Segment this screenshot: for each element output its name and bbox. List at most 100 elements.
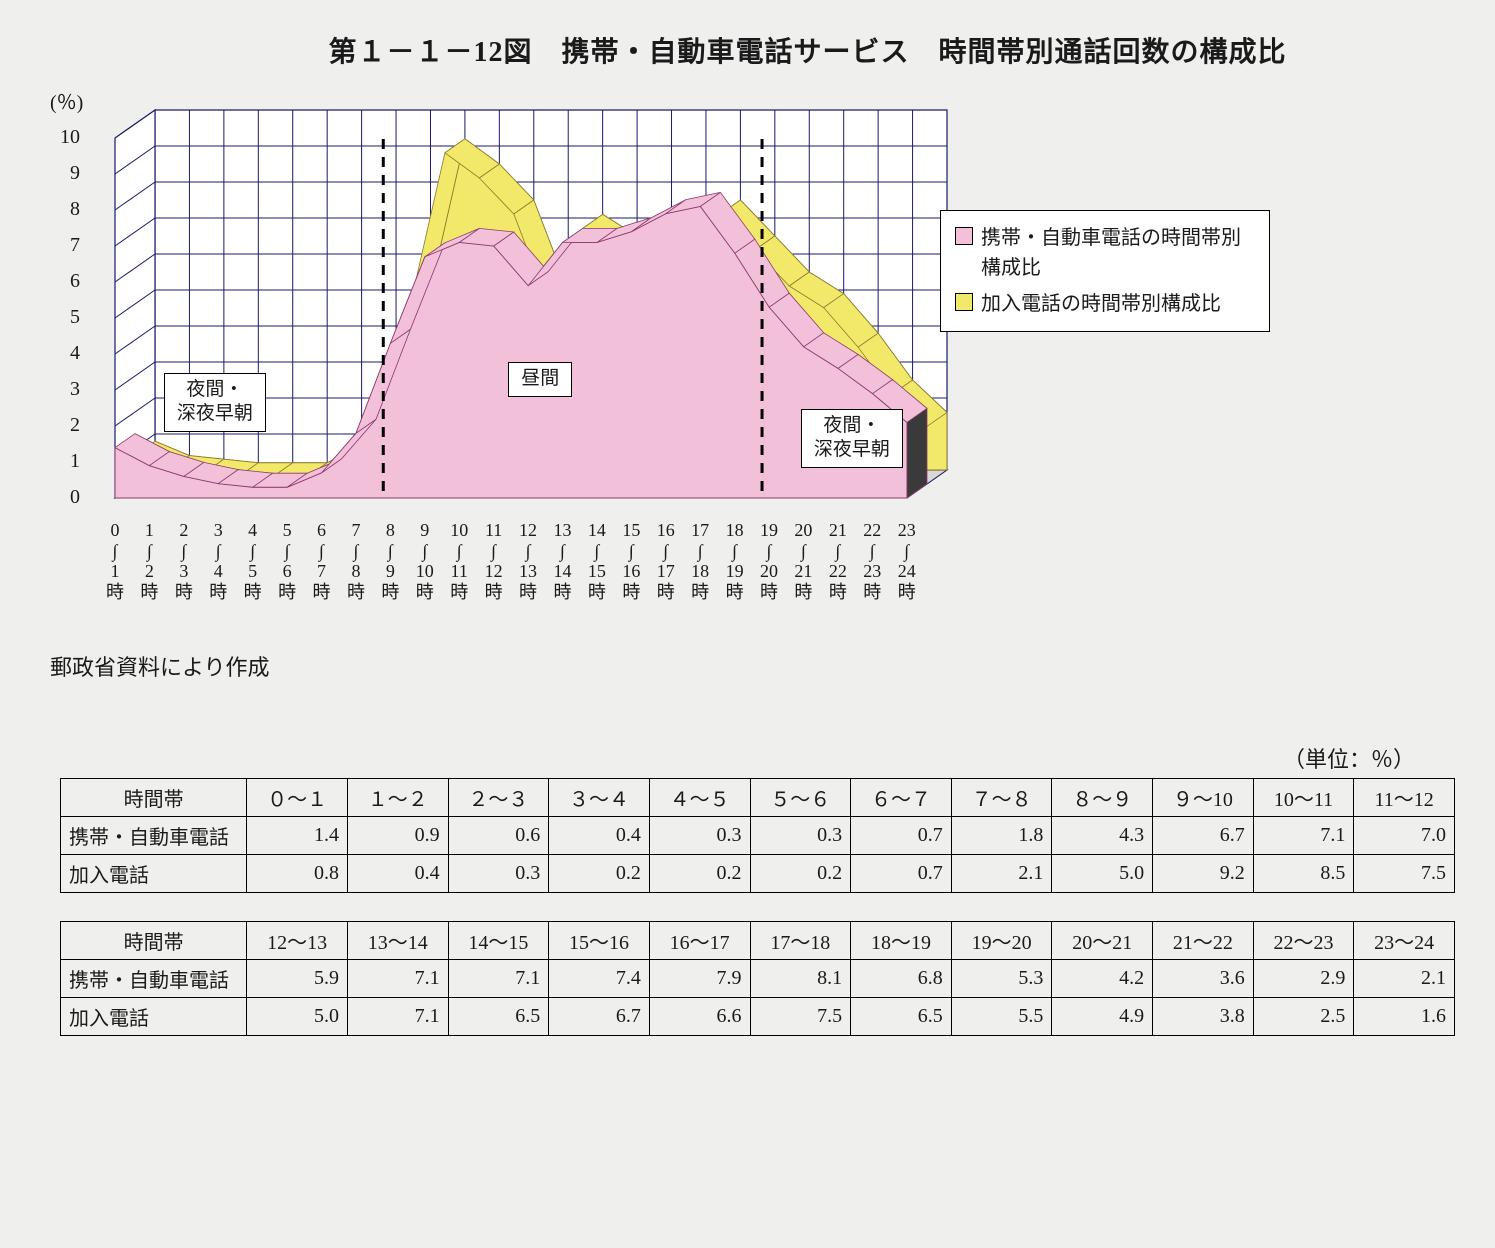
table-cell: 9.2 [1153,855,1254,893]
table-time-cell: 16～17 [649,922,750,960]
x-tick: 16∫17時 [649,520,683,603]
table-cell: 7.1 [347,998,448,1036]
table-cell: 4.9 [1052,998,1153,1036]
x-tick: 13∫14時 [545,520,579,603]
x-tick: 7∫8時 [339,520,373,603]
table-cell: 7.9 [649,960,750,998]
table-time-cell: 20～21 [1052,922,1153,960]
x-tick: 4∫5時 [235,520,269,603]
source-note: 郵政省資料により作成 [50,650,1455,682]
table-cell: 5.3 [951,960,1052,998]
table-cell: 4.2 [1052,960,1153,998]
x-tick: 8∫9時 [373,520,407,603]
x-tick: 3∫4時 [201,520,235,603]
table-time-cell: 19～20 [951,922,1052,960]
table-cell: 7.4 [549,960,650,998]
unit-label: （単位：％） [40,742,1415,774]
table-time-cell: １～２ [347,779,448,817]
table-time-cell: ５～６ [750,779,851,817]
table-row-landline: 加入電話 [61,998,247,1036]
table-cell: 2.9 [1253,960,1354,998]
table-cell: 0.4 [549,817,650,855]
table-time-cell: 10～11 [1253,779,1354,817]
table-cell: 6.7 [1153,817,1254,855]
y-tick: 4 [60,342,80,365]
table-cell: 0.6 [448,817,549,855]
table-cell: 1.6 [1354,998,1455,1036]
page-title: 第１－１－12図 携帯・自動車電話サービス 時間帯別通話回数の構成比 [160,30,1455,70]
table-time-cell: 15～16 [549,922,650,960]
legend-swatch-mobile [955,227,973,245]
y-tick: 5 [60,306,80,329]
legend-label-mobile: 携帯・自動車電話の時間帯別構成比 [981,223,1255,283]
legend-label-landline: 加入電話の時間帯別構成比 [981,289,1221,319]
table-time-cell: ３～４ [549,779,650,817]
y-tick: 6 [60,270,80,293]
table-cell: 6.8 [851,960,952,998]
table-cell: 0.7 [851,817,952,855]
table-cell: 0.3 [750,817,851,855]
table-cell: 6.5 [851,998,952,1036]
x-tick: 15∫16時 [614,520,648,603]
x-axis-labels: 0∫1時1∫2時2∫3時3∫4時4∫5時5∫6時6∫7時7∫8時8∫9時9∫10… [98,520,924,603]
table-time-cell: 17～18 [750,922,851,960]
x-tick: 0∫1時 [98,520,132,603]
x-tick: 5∫6時 [270,520,304,603]
y-tick: 3 [60,378,80,401]
y-tick: 7 [60,234,80,257]
legend-item-landline: 加入電話の時間帯別構成比 [955,289,1255,319]
table-cell: 1.8 [951,817,1052,855]
table-cell: 0.3 [649,817,750,855]
table-time-cell: ４～５ [649,779,750,817]
table-cell: 6.6 [649,998,750,1036]
table-time-cell: ２～３ [448,779,549,817]
table-cell: 6.5 [448,998,549,1036]
table-time-cell: 18～19 [851,922,952,960]
table-cell: 1.4 [247,817,348,855]
table-cell: 2.1 [951,855,1052,893]
legend-item-mobile: 携帯・自動車電話の時間帯別構成比 [955,223,1255,283]
table-cell: 5.5 [951,998,1052,1036]
table-time-cell: 22～23 [1253,922,1354,960]
table-cell: 8.5 [1253,855,1354,893]
x-tick: 12∫13時 [511,520,545,603]
x-tick: 6∫7時 [304,520,338,603]
x-tick: 18∫19時 [717,520,751,603]
table-header-time: 時間帯 [61,779,247,817]
chart-region: (％) 012345678910 0∫1時1∫2時2∫3時3∫4時4∫5時5∫6… [40,80,1440,640]
table-time-cell: 13～14 [347,922,448,960]
area-chart [85,98,955,538]
table-time-cell: ０～１ [247,779,348,817]
table-cell: 5.9 [247,960,348,998]
data-table-1: 時間帯０～１１～２２～３３～４４～５５～６６～７７～８８～９９～1010～111… [60,778,1455,893]
table-cell: 7.1 [1253,817,1354,855]
x-tick: 17∫18時 [683,520,717,603]
table-time-cell: ７～８ [951,779,1052,817]
x-tick: 14∫15時 [580,520,614,603]
table-row-mobile: 携帯・自動車電話 [61,960,247,998]
table-cell: 0.7 [851,855,952,893]
table-cell: 7.1 [448,960,549,998]
x-tick: 2∫3時 [167,520,201,603]
chart-legend: 携帯・自動車電話の時間帯別構成比 加入電話の時間帯別構成比 [940,210,1270,332]
table-cell: 4.3 [1052,817,1153,855]
x-tick: 10∫11時 [442,520,476,603]
y-tick: 2 [60,414,80,437]
table-cell: 3.6 [1153,960,1254,998]
table-time-cell: ６～７ [851,779,952,817]
data-table-2: 時間帯12～1313～1414～1515～1616～1717～1818～1919… [60,921,1455,1036]
x-tick: 1∫2時 [132,520,166,603]
table-time-cell: 23～24 [1354,922,1455,960]
table-cell: 6.7 [549,998,650,1036]
table-row-landline: 加入電話 [61,855,247,893]
table-cell: 7.5 [1354,855,1455,893]
table-cell: 0.4 [347,855,448,893]
y-tick: 1 [60,450,80,473]
x-tick: 20∫21時 [786,520,820,603]
y-tick: 9 [60,162,80,185]
table-cell: 5.0 [247,998,348,1036]
y-axis-unit: (％) [50,86,83,115]
page: 第１－１－12図 携帯・自動車電話サービス 時間帯別通話回数の構成比 (％) 0… [0,0,1495,1248]
table-cell: 0.9 [347,817,448,855]
legend-swatch-landline [955,293,973,311]
